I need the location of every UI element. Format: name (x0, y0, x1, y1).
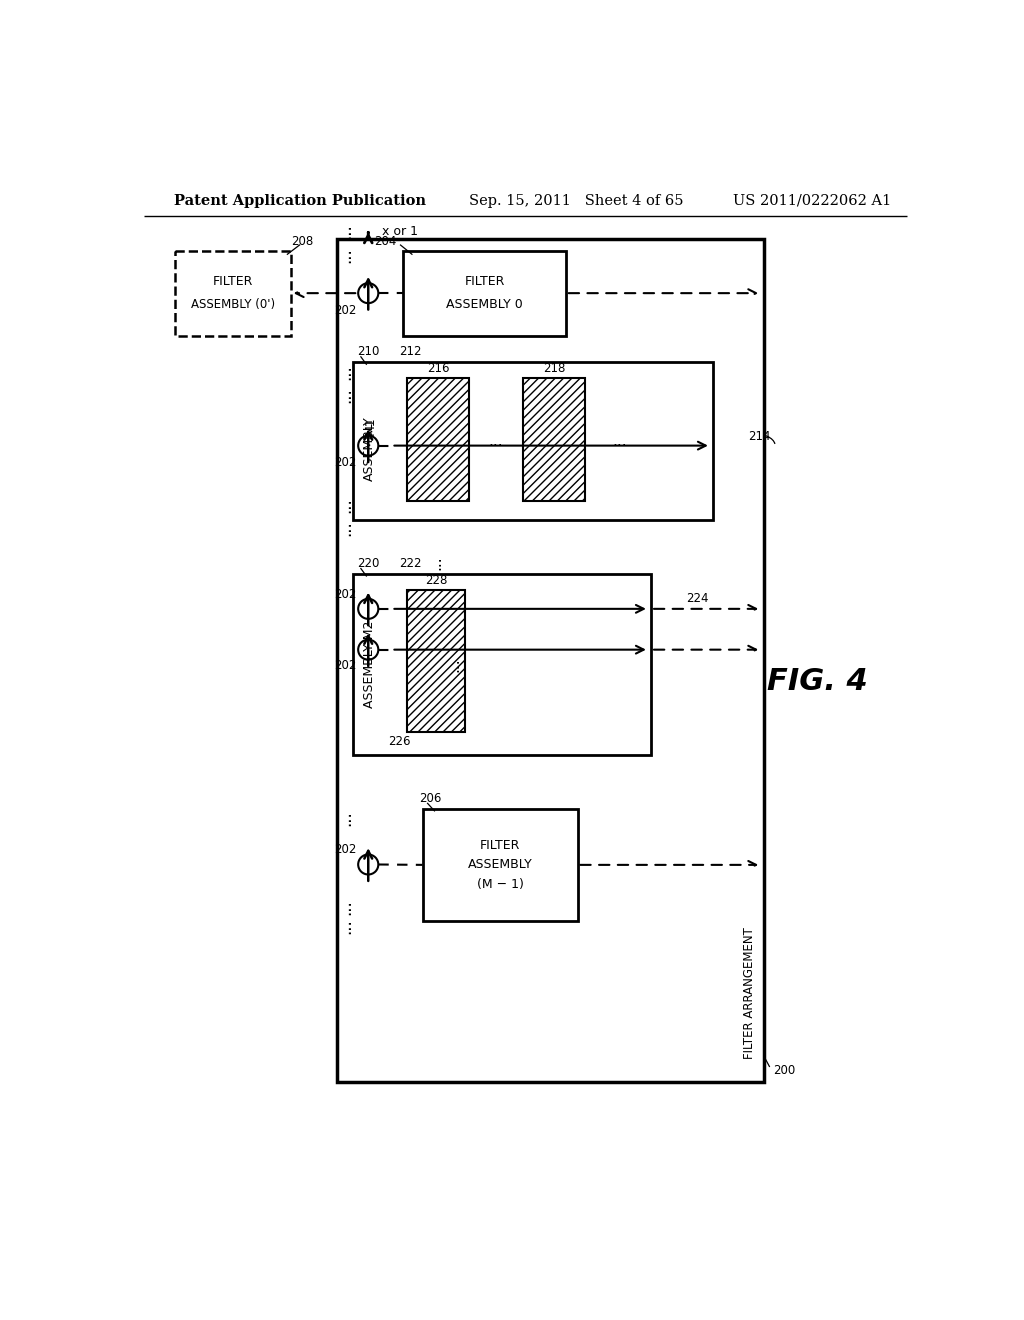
Text: 214: 214 (749, 430, 771, 444)
Text: FILTER ARRANGEMENT: FILTER ARRANGEMENT (743, 928, 756, 1059)
Text: FILTER: FILTER (212, 275, 253, 288)
Text: FIG. 4: FIG. 4 (767, 668, 868, 697)
Bar (523, 378, 586, 502)
Text: ...: ... (336, 919, 354, 935)
Text: US 2011/0222062 A1: US 2011/0222062 A1 (733, 194, 891, 207)
Text: 202: 202 (334, 589, 356, 602)
Text: 218: 218 (543, 362, 565, 375)
Text: ...: ... (429, 556, 443, 570)
Text: ...: ... (336, 223, 354, 239)
Text: M1: M1 (364, 417, 376, 436)
Text: 202: 202 (334, 842, 356, 855)
Bar (174, 251, 291, 335)
Text: ...: ... (336, 520, 354, 536)
Text: ...: ... (336, 364, 354, 380)
Text: Patent Application Publication: Patent Application Publication (174, 194, 427, 207)
Text: 224: 224 (686, 591, 709, 605)
Bar (352, 574, 651, 755)
Text: 220: 220 (357, 557, 380, 570)
Text: 202: 202 (334, 659, 356, 672)
Text: 206: 206 (419, 792, 441, 805)
Bar (407, 378, 469, 502)
Text: ...: ... (336, 388, 354, 404)
Text: ...: ... (488, 434, 504, 449)
Bar (407, 590, 465, 733)
Text: (M − 1): (M − 1) (476, 878, 523, 891)
Text: ...: ... (336, 498, 354, 512)
Text: 228: 228 (425, 574, 447, 587)
Text: ASSEMBLY: ASSEMBLY (364, 417, 376, 482)
Text: 212: 212 (399, 345, 422, 358)
Text: 208: 208 (291, 235, 313, 248)
Text: 202: 202 (334, 455, 356, 469)
Text: 216: 216 (427, 362, 450, 375)
Text: FILTER: FILTER (464, 275, 505, 288)
Text: 200: 200 (773, 1064, 795, 1077)
Text: ...: ... (336, 810, 354, 826)
Bar (337, 239, 764, 1082)
Text: 204: 204 (375, 235, 397, 248)
Text: ASSEMBLY 0: ASSEMBLY 0 (446, 298, 523, 312)
Text: x or 1: x or 1 (382, 224, 418, 238)
Text: ...: ... (446, 657, 461, 672)
Text: 222: 222 (399, 557, 422, 570)
Text: 202: 202 (334, 304, 356, 317)
Text: FILTER: FILTER (480, 840, 520, 853)
Bar (403, 251, 566, 335)
Text: ASSEMBLY M2: ASSEMBLY M2 (364, 620, 376, 709)
Text: 210: 210 (357, 345, 380, 358)
Text: ...: ... (336, 247, 354, 263)
Text: ASSEMBLY: ASSEMBLY (468, 858, 532, 871)
Text: ...: ... (612, 434, 628, 449)
Bar (423, 809, 578, 921)
Text: ASSEMBLY (0'): ASSEMBLY (0') (190, 298, 274, 312)
Bar (352, 363, 713, 520)
Text: ...: ... (336, 899, 354, 915)
Text: Sep. 15, 2011   Sheet 4 of 65: Sep. 15, 2011 Sheet 4 of 65 (469, 194, 683, 207)
Text: 226: 226 (388, 735, 411, 748)
